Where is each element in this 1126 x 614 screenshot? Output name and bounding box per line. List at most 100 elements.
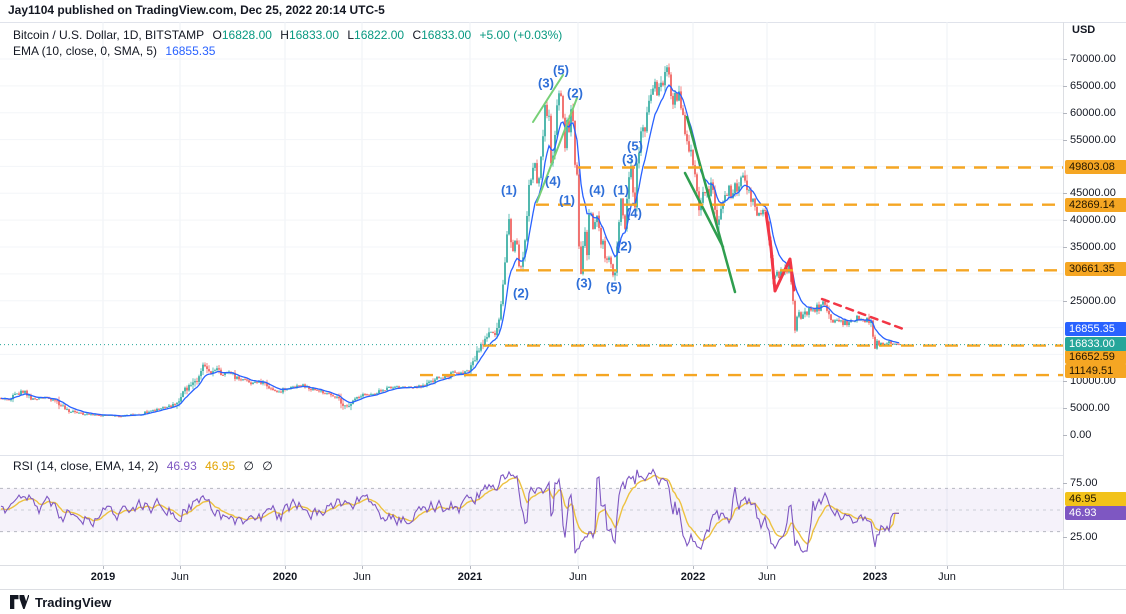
elliott-wave-label[interactable]: (2) [513, 285, 529, 301]
elliott-wave-label[interactable]: (1) [613, 182, 629, 198]
elliott-wave-label[interactable]: (5) [553, 62, 569, 78]
time-tick-label: Jun [353, 571, 371, 583]
candlestick-series[interactable] [0, 63, 900, 418]
time-axis-border [0, 565, 1126, 566]
price-tick-label: 10000.00 [1070, 375, 1116, 388]
price-tick-label: 40000.00 [1070, 214, 1116, 227]
ohlc-low-value: 16822.00 [354, 28, 405, 42]
price-axis-label[interactable]: 16855.35 [1065, 322, 1126, 336]
time-tickmark [875, 565, 876, 569]
price-axis-border [1063, 22, 1064, 589]
rsi-tick-label: 25.00 [1070, 531, 1098, 543]
price-axis-label[interactable]: 16833.00 [1065, 336, 1126, 351]
price-tick-label: 60000.00 [1070, 106, 1116, 119]
elliott-wave-label[interactable]: (2) [616, 238, 632, 254]
ema-indicator-label[interactable]: EMA (10, close, 0, SMA, 5) [13, 44, 158, 58]
rsi-axis-label[interactable]: 46.95 [1065, 491, 1126, 506]
price-tick-label: 45000.00 [1070, 187, 1116, 200]
price-axis-label[interactable]: 11149.51 [1065, 364, 1126, 378]
elliott-wave-label[interactable]: (4) [626, 205, 642, 221]
rsi-legend[interactable]: RSI (14, close, EMA, 14, 2) 46.93 46.95 … [13, 459, 273, 473]
down-channel-1[interactable] [685, 115, 737, 294]
price-tick-label: 55000.00 [1070, 133, 1116, 146]
time-tick-label: 2023 [862, 571, 888, 583]
rsi-indicator-label[interactable]: RSI (14, close, EMA, 14, 2) [13, 459, 159, 473]
time-tickmark [285, 565, 286, 569]
price-tickmark [1063, 112, 1067, 114]
time-tick-label: 2022 [680, 571, 706, 583]
rsi-tickmark [1063, 483, 1067, 484]
elliott-wave-label[interactable]: (5) [606, 279, 622, 295]
time-tick-label: 2021 [457, 571, 483, 583]
price-axis-label[interactable]: 16652.59 [1065, 350, 1126, 364]
price-tick-label: 70000.00 [1070, 53, 1116, 65]
rsi-axis-label[interactable]: 46.93 [1065, 506, 1126, 520]
elliott-wave-label[interactable]: (2) [567, 85, 583, 101]
price-tick-label: 25000.00 [1070, 294, 1116, 307]
ohlc-high-value: 16833.00 [288, 28, 339, 42]
time-tickmark [103, 565, 104, 569]
elliott-wave-label[interactable]: (3) [576, 275, 592, 291]
down-channel-2[interactable] [683, 171, 725, 249]
symbol-row[interactable]: Bitcoin / U.S. Dollar, 1D, BITSTAMP O168… [13, 27, 562, 43]
price-tickmark [1063, 220, 1067, 222]
time-tick-label: Jun [569, 571, 587, 583]
rsi-line[interactable] [0, 468, 899, 554]
tradingview-logo[interactable]: TradingView [10, 594, 111, 610]
ema-row[interactable]: EMA (10, close, 0, SMA, 5) 16855.35 [13, 43, 562, 59]
price-axis-currency: USD [1072, 24, 1096, 36]
change-value: +5.00 (+0.03%) [479, 28, 563, 42]
time-tick-label: Jun [758, 571, 776, 583]
elliott-wave-label[interactable]: (1) [559, 192, 575, 208]
tradingview-logo-text: TradingView [35, 594, 112, 610]
price-axis-label[interactable]: 42869.14 [1065, 197, 1126, 212]
time-tick-label: 2020 [272, 571, 298, 583]
ohlc-high-label: H [280, 28, 289, 42]
price-tick-label: 5000.00 [1070, 402, 1110, 415]
price-tickmark [1063, 247, 1067, 248]
elliott-wave-label[interactable]: (3) [622, 151, 638, 167]
price-tickmark [1063, 408, 1067, 410]
elliott-wave-label[interactable]: (4) [545, 173, 561, 189]
ohlc-open-value: 16828.00 [221, 28, 272, 42]
elliott-wave-label[interactable]: (3) [538, 75, 554, 91]
rsi-ma-value: 46.95 [205, 459, 236, 473]
publish-header: Jay1104 published on TradingView.com, De… [8, 3, 385, 17]
ohlc-open-label: O [212, 28, 222, 42]
symbol-title[interactable]: Bitcoin / U.S. Dollar, 1D, BITSTAMP [13, 28, 205, 42]
price-tickmark [1063, 193, 1067, 195]
ema-line[interactable] [0, 84, 900, 417]
time-tick-label: Jun [171, 571, 189, 583]
series-legend[interactable]: Bitcoin / U.S. Dollar, 1D, BITSTAMP O168… [13, 27, 562, 59]
ohlc-close-label: C [412, 28, 422, 42]
rsi-upper-band-value: ∅ [243, 459, 254, 473]
time-tickmark [362, 565, 363, 569]
tradingview-logo-icon [10, 595, 29, 609]
price-tickmark [1063, 59, 1067, 60]
time-tick-label: 2019 [90, 571, 116, 583]
elliott-wave-label[interactable]: (5) [627, 138, 643, 154]
impulse-line-2[interactable] [536, 97, 578, 203]
time-tickmark [578, 565, 579, 569]
elliott-wave-label[interactable]: (4) [589, 182, 605, 198]
ema-indicator-value: 16855.35 [165, 44, 216, 58]
breakdown-zigzag[interactable] [764, 211, 796, 293]
time-tick-label: Jun [938, 571, 956, 583]
price-chart[interactable] [0, 22, 1063, 565]
time-tickmark [947, 565, 948, 569]
ohlc-close-value: 16833.00 [421, 28, 472, 42]
pane-separator[interactable] [0, 455, 1063, 456]
time-tickmark [180, 565, 181, 569]
resistance-dashed[interactable] [820, 297, 908, 332]
time-tickmark [470, 565, 471, 569]
impulse-line-1[interactable] [532, 74, 564, 123]
price-tick-label: 0.00 [1070, 429, 1092, 441]
ohlc-low-label: L [347, 28, 355, 42]
elliott-wave-label[interactable]: (1) [501, 182, 517, 198]
price-axis-label[interactable]: 49803.08 [1065, 160, 1126, 174]
time-tickmark [767, 565, 768, 569]
price-axis-label[interactable]: 30661.35 [1065, 261, 1126, 276]
rsi-tickmark [1063, 537, 1067, 538]
price-tickmark [1063, 300, 1067, 302]
rsi-lower-band-value: ∅ [262, 459, 273, 473]
